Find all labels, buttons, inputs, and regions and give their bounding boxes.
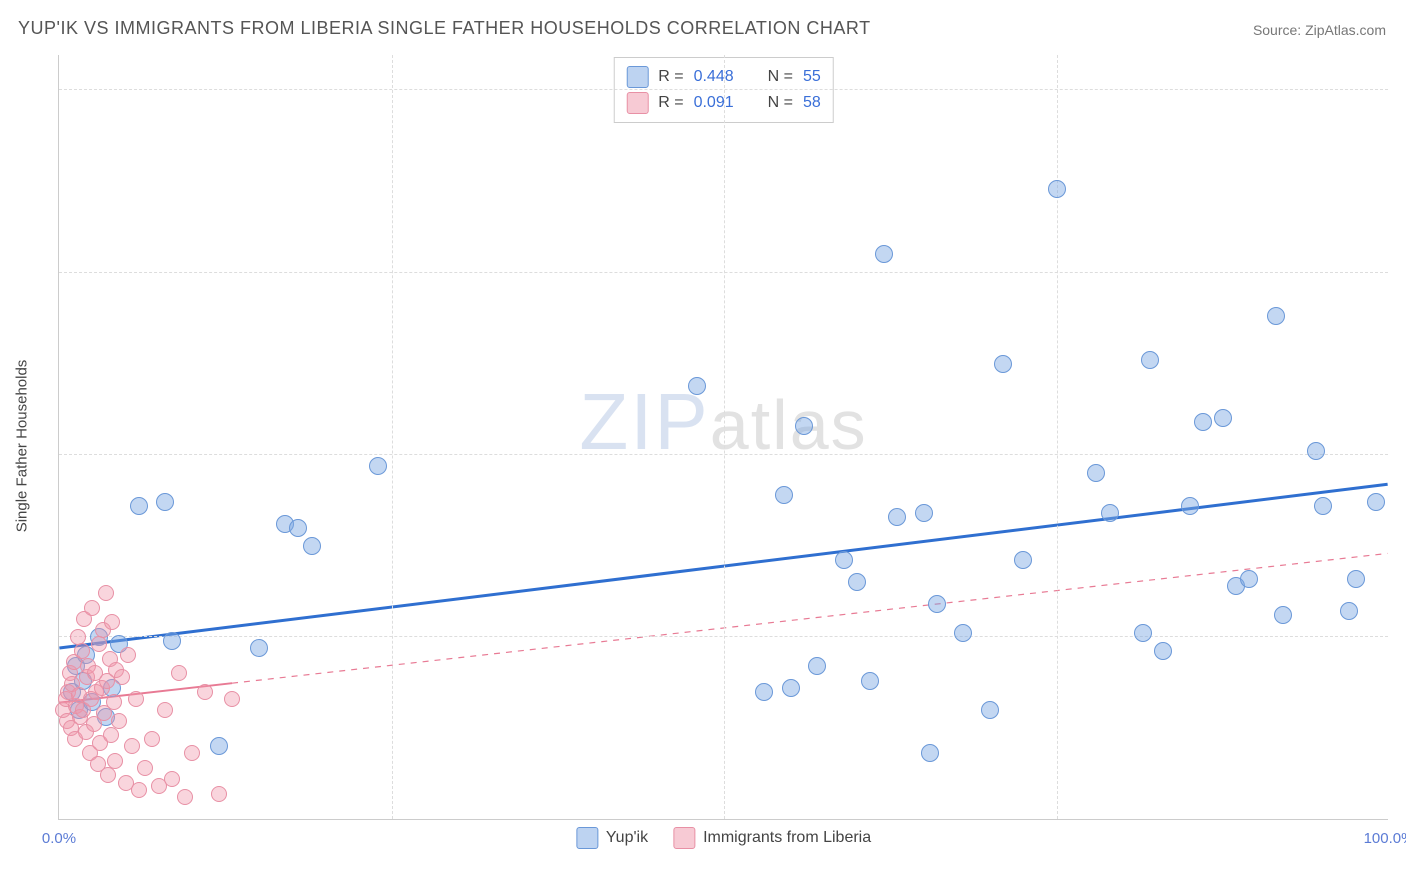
n-value: 55: [803, 68, 821, 86]
data-point: [128, 691, 144, 707]
data-point: [1048, 180, 1066, 198]
data-point: [131, 782, 147, 798]
legend-series: Yup'ik Immigrants from Liberia: [576, 827, 871, 849]
r-value: 0.448: [694, 68, 734, 86]
data-point: [120, 647, 136, 663]
data-point: [915, 504, 933, 522]
data-point: [103, 727, 119, 743]
y-tick-label: 10.0%: [1393, 429, 1406, 446]
data-point: [782, 679, 800, 697]
data-point: [98, 585, 114, 601]
data-point: [994, 355, 1012, 373]
data-point: [177, 789, 193, 805]
data-point: [1181, 497, 1199, 515]
data-point: [250, 639, 268, 657]
data-point: [1141, 351, 1159, 369]
data-point: [104, 614, 120, 630]
y-tick-label: 15.0%: [1393, 247, 1406, 264]
n-value: 58: [803, 94, 821, 112]
data-point: [137, 760, 153, 776]
data-point: [107, 753, 123, 769]
data-point: [954, 624, 972, 642]
data-point: [808, 657, 826, 675]
n-label: N =: [768, 68, 793, 86]
data-point: [106, 694, 122, 710]
source-label: Source: ZipAtlas.com: [1253, 22, 1386, 38]
data-point: [156, 493, 174, 511]
data-point: [1014, 551, 1032, 569]
data-point: [211, 786, 227, 802]
y-tick-label: 5.0%: [1393, 611, 1406, 628]
data-point: [1307, 442, 1325, 460]
data-point: [928, 595, 946, 613]
data-point: [1134, 624, 1152, 642]
data-point: [184, 745, 200, 761]
data-point: [100, 767, 116, 783]
data-point: [171, 665, 187, 681]
data-point: [861, 672, 879, 690]
n-label: N =: [768, 94, 793, 112]
data-point: [289, 519, 307, 537]
r-label: R =: [658, 94, 683, 112]
data-point: [1274, 606, 1292, 624]
data-point: [848, 573, 866, 591]
data-point: [369, 457, 387, 475]
swatch-blue-icon: [626, 66, 648, 88]
data-point: [1367, 493, 1385, 511]
data-point: [224, 691, 240, 707]
data-point: [303, 537, 321, 555]
watermark-sub: atlas: [710, 386, 868, 464]
data-point: [1347, 570, 1365, 588]
data-point: [70, 629, 86, 645]
y-tick-label: 20.0%: [1393, 65, 1406, 82]
data-point: [84, 600, 100, 616]
data-point: [91, 636, 107, 652]
data-point: [1154, 642, 1172, 660]
data-point: [755, 683, 773, 701]
data-point: [1267, 307, 1285, 325]
data-point: [130, 497, 148, 515]
data-point: [164, 771, 180, 787]
data-point: [1314, 497, 1332, 515]
plot-area: ZIPatlas R = 0.448 N = 55 R = 0.091 N = …: [58, 55, 1388, 820]
data-point: [688, 377, 706, 395]
swatch-pink-icon: [626, 92, 648, 114]
data-point: [114, 669, 130, 685]
gridline-v: [724, 55, 725, 819]
legend-label: Yup'ik: [606, 829, 648, 847]
data-point: [163, 632, 181, 650]
data-point: [795, 417, 813, 435]
data-point: [1194, 413, 1212, 431]
data-point: [1101, 504, 1119, 522]
data-point: [888, 508, 906, 526]
swatch-pink-icon: [673, 827, 695, 849]
chart-title: YUP'IK VS IMMIGRANTS FROM LIBERIA SINGLE…: [18, 18, 871, 39]
r-value: 0.091: [694, 94, 734, 112]
y-axis-label: Single Father Households: [14, 360, 31, 533]
data-point: [197, 684, 213, 700]
data-point: [1087, 464, 1105, 482]
data-point: [124, 738, 140, 754]
x-tick-label: 100.0%: [1364, 830, 1406, 847]
gridline-v: [392, 55, 393, 819]
data-point: [157, 702, 173, 718]
legend-item-liberia: Immigrants from Liberia: [673, 827, 871, 849]
gridline-v: [1057, 55, 1058, 819]
data-point: [921, 744, 939, 762]
data-point: [1214, 409, 1232, 427]
data-point: [144, 731, 160, 747]
swatch-blue-icon: [576, 827, 598, 849]
data-point: [1240, 570, 1258, 588]
r-label: R =: [658, 68, 683, 86]
data-point: [981, 701, 999, 719]
data-point: [775, 486, 793, 504]
legend-label: Immigrants from Liberia: [703, 829, 871, 847]
data-point: [875, 245, 893, 263]
legend-item-yupik: Yup'ik: [576, 827, 648, 849]
data-point: [210, 737, 228, 755]
x-tick-label: 0.0%: [42, 830, 76, 847]
data-point: [835, 551, 853, 569]
data-point: [111, 713, 127, 729]
data-point: [1340, 602, 1358, 620]
